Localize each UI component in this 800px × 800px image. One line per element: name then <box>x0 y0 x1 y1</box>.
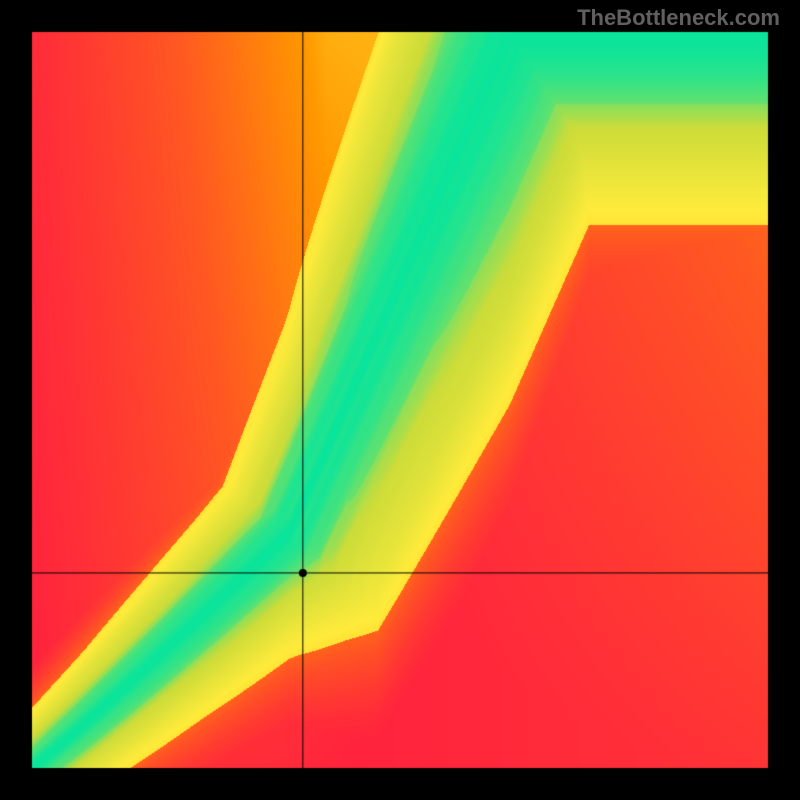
chart-container: TheBottleneck.com <box>0 0 800 800</box>
heatmap-canvas <box>0 0 800 800</box>
watermark-text: TheBottleneck.com <box>577 5 780 31</box>
